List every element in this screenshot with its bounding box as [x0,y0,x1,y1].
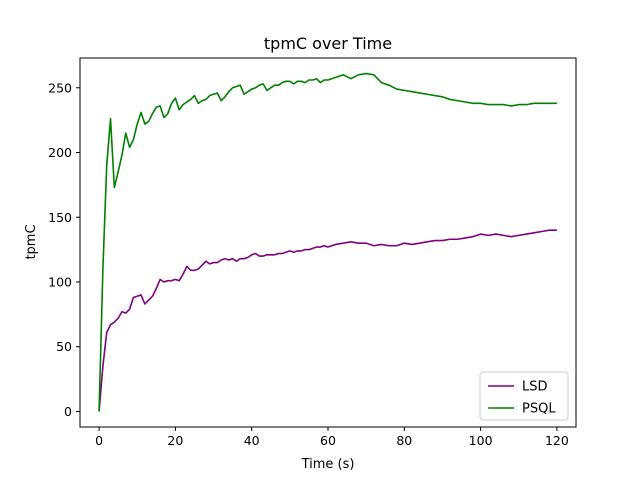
legend-label-psql: PSQL [522,402,556,417]
y-tick-label: 100 [48,274,72,289]
y-tick-label: 0 [64,404,72,419]
x-tick-label: 120 [545,433,569,448]
series-line-psql [98,72,557,412]
x-axis-label: Time (s) [301,457,355,472]
x-tick-label: 60 [320,433,336,448]
y-tick-label: 50 [56,339,72,354]
x-tick-label: 80 [396,433,412,448]
series-layer [98,72,557,412]
y-tick-label: 200 [48,145,72,160]
x-axis: 0 20 40 60 80 100 120 [95,427,569,448]
legend-label-lsd: LSD [522,380,548,395]
y-tick-label: 150 [48,210,72,225]
x-tick-label: 40 [244,433,260,448]
y-tick-label: 250 [48,80,72,95]
x-tick-label: 0 [95,433,103,448]
series-line-lsd [98,229,557,412]
legend: LSD PSQL [479,371,569,421]
x-tick-label: 100 [469,433,493,448]
y-axis: 0 50 100 150 200 250 [48,80,80,419]
chart-title: tpmC over Time [264,34,392,53]
y-axis-label: tpmC [24,224,39,259]
x-tick-label: 20 [167,433,183,448]
